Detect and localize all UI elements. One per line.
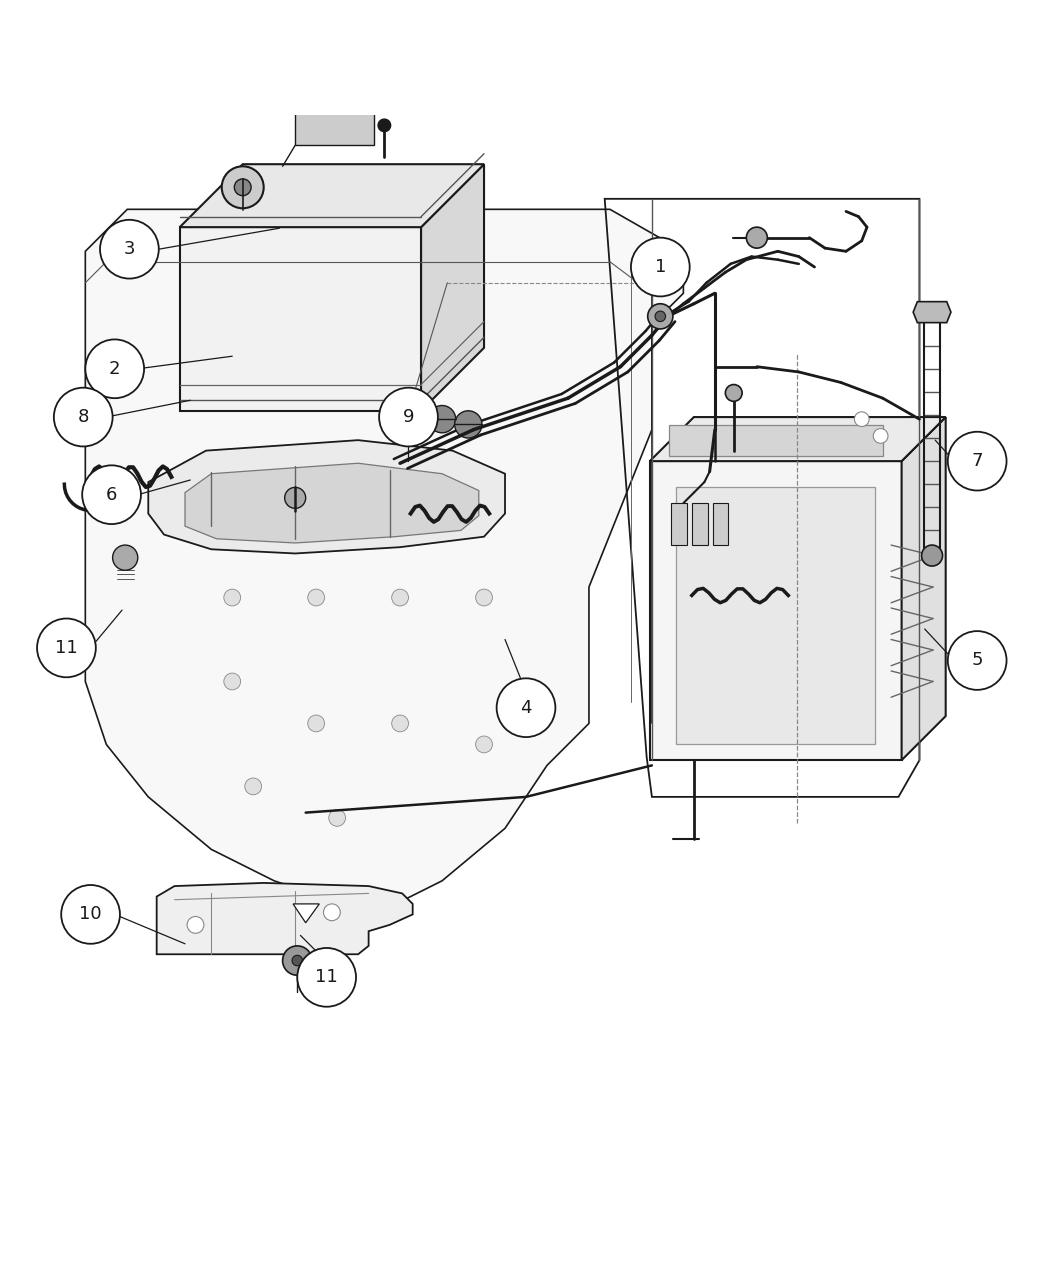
Polygon shape [296,105,373,146]
Circle shape [454,411,482,437]
Polygon shape [713,503,728,545]
Text: 5: 5 [971,651,983,669]
Text: 2: 2 [109,359,121,377]
Circle shape [283,946,312,976]
Circle shape [476,735,492,753]
Circle shape [476,590,492,606]
Polygon shape [185,463,479,544]
Circle shape [379,388,438,446]
Polygon shape [294,904,320,922]
Circle shape [292,955,303,966]
Polygon shape [676,487,875,744]
Circle shape [948,631,1007,689]
Polygon shape [913,302,951,322]
Circle shape [37,619,96,678]
Text: 7: 7 [971,453,983,471]
Circle shape [948,432,1007,491]
Circle shape [746,228,767,248]
Text: 11: 11 [55,640,78,657]
Text: 6: 6 [106,486,117,504]
Circle shape [391,715,408,732]
Text: 1: 1 [654,258,666,276]
Circle shape [725,385,742,402]
Circle shape [85,339,144,398]
Polygon shape [180,164,484,228]
Circle shape [187,917,204,934]
Polygon shape [421,164,484,411]
Circle shape [922,545,943,567]
Circle shape [61,885,120,944]
Circle shape [873,428,888,444]
Circle shape [308,715,325,732]
Circle shape [245,778,262,794]
Circle shape [235,179,251,196]
Text: 11: 11 [316,968,338,986]
Circle shape [631,238,690,297]
Circle shape [428,405,456,432]
Circle shape [82,466,141,524]
Polygon shape [148,440,505,554]
Circle shape [324,904,340,921]
Text: 8: 8 [78,408,89,426]
Circle shape [391,590,408,606]
Circle shape [224,673,241,689]
Polygon shape [85,210,684,902]
Circle shape [648,303,673,329]
Text: 9: 9 [403,408,414,426]
Circle shape [655,311,666,321]
Text: 3: 3 [124,240,135,258]
Polygon shape [902,417,946,760]
Circle shape [54,388,113,446]
Circle shape [100,220,159,279]
Text: 10: 10 [79,906,102,923]
Circle shape [298,948,356,1007]
Circle shape [378,119,390,132]
Circle shape [224,590,241,606]
Polygon shape [180,228,421,411]
Circle shape [222,166,264,208]
Circle shape [113,545,138,570]
Polygon shape [671,503,687,545]
Circle shape [285,487,306,508]
Circle shape [497,678,555,737]
Polygon shape [669,426,883,455]
Polygon shape [157,883,412,954]
Polygon shape [650,417,946,462]
Text: 4: 4 [521,698,531,716]
Polygon shape [692,503,708,545]
Circle shape [854,412,869,426]
Polygon shape [650,462,902,760]
Circle shape [308,590,325,606]
Circle shape [328,810,345,826]
